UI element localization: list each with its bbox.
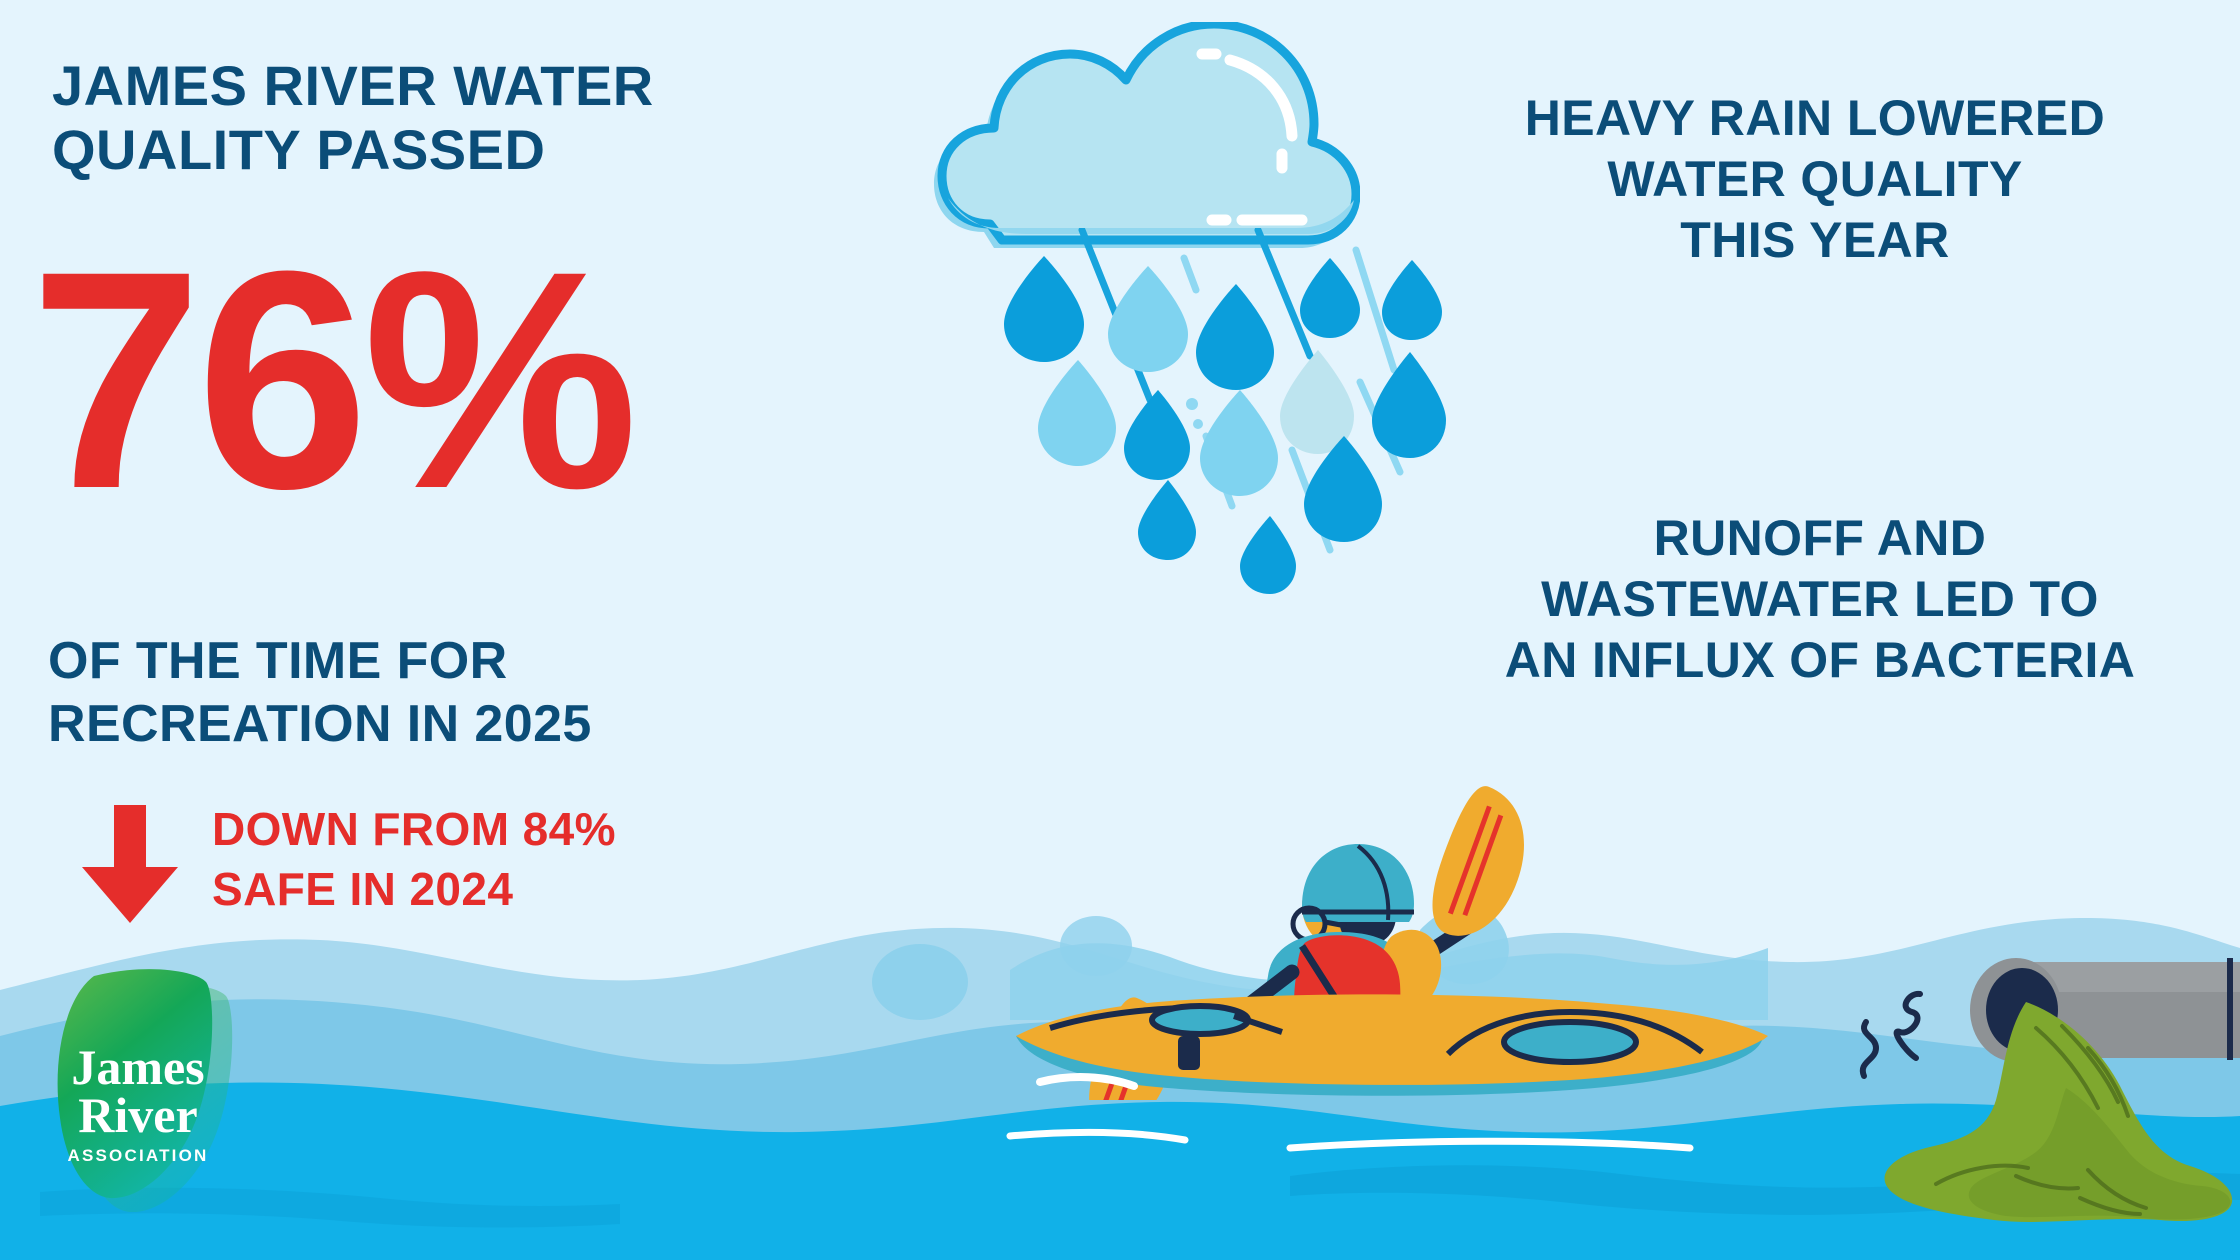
leaf-shield-icon	[57, 969, 233, 1212]
outfall-pipe-icon	[1859, 958, 2240, 1222]
heavy-rain-note: HEAVY RAIN LOWERED WATER QUALITY THIS YE…	[1524, 90, 2106, 268]
page-title: JAMES RIVER WATER QUALITY PASSED	[52, 54, 654, 181]
big-percentage-stat: 76%	[30, 206, 638, 553]
logo-name-line-1: James	[71, 1039, 205, 1095]
down-arrow-icon	[82, 805, 178, 923]
runoff-bacteria-note: RUNOFF AND WASTEWATER LED TO AN INFLUX O…	[1504, 510, 2136, 688]
logo-org-label: ASSOCIATION	[67, 1146, 209, 1165]
stink-lines-icon	[1859, 990, 1923, 1079]
logo-name-line-2: River	[78, 1087, 198, 1143]
stat-subtitle: OF THE TIME FOR RECREATION IN 2025	[48, 632, 592, 754]
rain-cloud-icon	[934, 22, 1360, 248]
james-river-association-logo[interactable]: James River ASSOCIATION	[38, 962, 238, 1212]
algae-discharge-icon	[1884, 1002, 2233, 1222]
decline-note: DOWN FROM 84% SAFE IN 2024	[212, 803, 616, 915]
kayaker-icon	[1010, 786, 1768, 1100]
raindrops-icon	[1004, 228, 1446, 594]
